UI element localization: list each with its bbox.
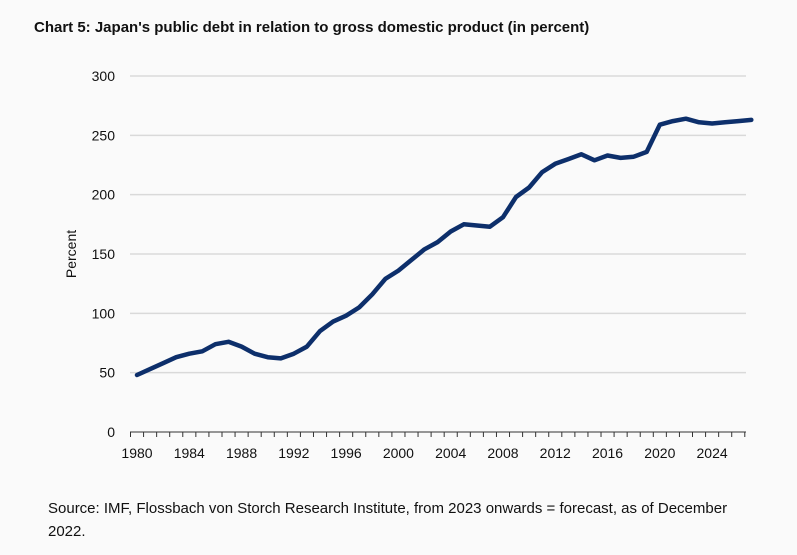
x-tick-label: 1992	[278, 445, 309, 461]
x-tick-label: 1996	[331, 445, 362, 461]
y-tick-label: 300	[92, 68, 116, 84]
x-tick-label: 2004	[435, 445, 466, 461]
y-tick-label: 250	[92, 127, 116, 143]
y-tick-label: 50	[99, 365, 115, 381]
x-tick-label: 1980	[121, 445, 152, 461]
x-tick-label: 1984	[174, 445, 205, 461]
x-tick-label: 2016	[592, 445, 623, 461]
chart-title: Chart 5: Japan's public debt in relation…	[34, 19, 590, 36]
x-tick-label: 2000	[383, 445, 414, 461]
x-tick-label: 2024	[697, 445, 728, 461]
y-tick-label: 100	[92, 305, 116, 321]
y-tick-label: 0	[107, 424, 115, 440]
y-tick-label: 150	[92, 246, 116, 262]
x-tick-label: 2008	[487, 445, 518, 461]
x-tick-label: 2020	[644, 445, 675, 461]
y-tick-label: 200	[92, 187, 116, 203]
x-tick-label: 1988	[226, 445, 257, 461]
y-axis-label: Percent	[63, 230, 79, 278]
source-note: Source: IMF, Flossbach von Storch Resear…	[48, 500, 728, 540]
x-tick-label: 2012	[540, 445, 571, 461]
debt-series-line	[134, 116, 754, 378]
